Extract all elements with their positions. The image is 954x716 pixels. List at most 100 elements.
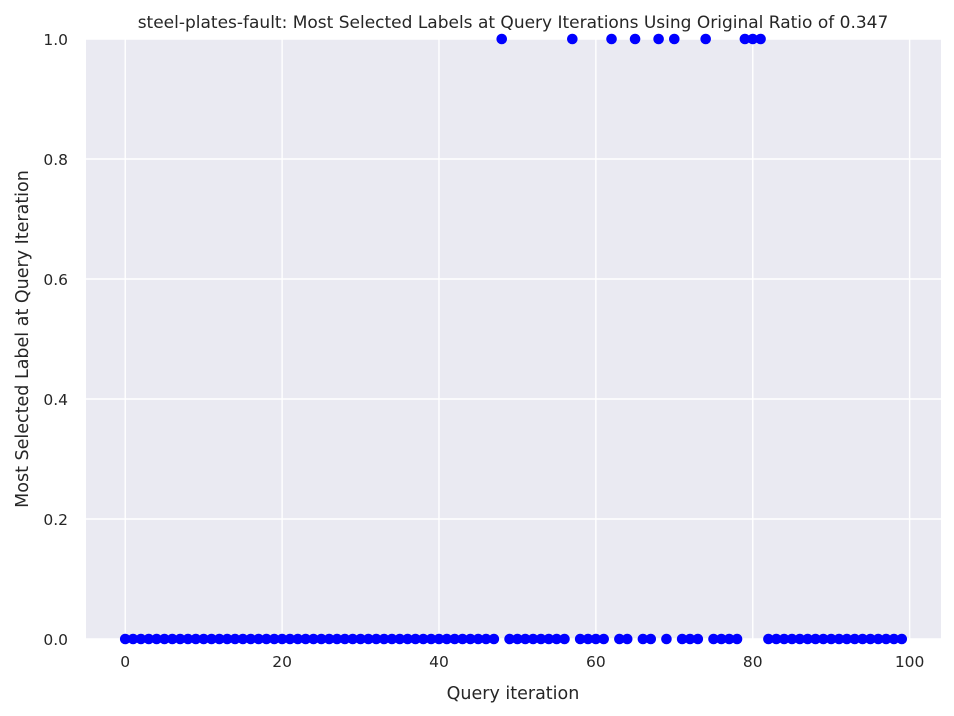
y-tick-label: 0.6 <box>43 271 68 289</box>
data-point <box>684 633 696 645</box>
data-point <box>378 633 390 645</box>
data-point <box>190 633 202 645</box>
data-point <box>316 633 327 645</box>
data-point <box>410 633 421 645</box>
data-point <box>802 633 813 645</box>
data-point <box>692 633 704 645</box>
data-point <box>512 633 523 645</box>
data-point <box>394 633 406 645</box>
data-point <box>174 633 186 645</box>
data-point <box>896 633 908 645</box>
data-point <box>731 633 743 645</box>
data-point <box>763 633 774 645</box>
x-tick-labels: 0 20 40 60 80 100 <box>120 653 924 671</box>
data-point <box>331 633 343 645</box>
y-tick-label: 0.2 <box>43 511 68 529</box>
data-point <box>386 633 398 645</box>
data-point <box>637 633 649 645</box>
data-point <box>370 633 382 645</box>
data-point <box>810 633 821 645</box>
data-point <box>402 633 413 645</box>
y-tick-labels: 0.0 0.2 0.4 0.6 0.8 1.0 <box>43 31 68 649</box>
data-point <box>151 633 162 645</box>
data-point <box>841 633 853 645</box>
data-points <box>119 33 908 645</box>
data-point <box>276 633 288 645</box>
chart-title: steel-plates-fault: Most Selected Labels… <box>138 13 889 33</box>
data-point <box>818 633 829 645</box>
data-point <box>488 633 500 645</box>
data-point <box>300 633 311 645</box>
plot-background <box>86 39 941 639</box>
data-point <box>755 33 766 45</box>
data-point <box>708 633 719 645</box>
data-point <box>465 633 476 645</box>
data-point <box>567 33 578 45</box>
data-point <box>221 633 233 645</box>
data-point <box>825 633 837 645</box>
data-point <box>669 33 680 45</box>
data-point <box>237 633 249 645</box>
data-point <box>723 633 735 645</box>
data-point <box>559 633 570 645</box>
data-point <box>716 633 727 645</box>
data-point <box>794 633 806 645</box>
data-point <box>119 633 131 645</box>
data-point <box>355 633 366 645</box>
data-point <box>519 633 531 645</box>
data-point <box>865 633 876 645</box>
data-point <box>166 633 178 645</box>
data-point <box>159 633 170 645</box>
data-point <box>849 633 861 645</box>
data-point <box>739 33 751 45</box>
data-point <box>433 633 445 645</box>
data-point <box>261 633 272 645</box>
data-point <box>872 633 884 645</box>
data-point <box>323 633 335 645</box>
x-tick-label: 40 <box>429 653 449 671</box>
data-point <box>770 633 782 645</box>
data-point <box>888 633 900 645</box>
data-point <box>457 633 468 645</box>
data-point <box>880 633 892 645</box>
x-tick-label: 100 <box>895 653 925 671</box>
data-point <box>590 633 602 645</box>
data-point <box>229 633 241 645</box>
data-point <box>535 633 547 645</box>
data-point <box>786 633 798 645</box>
data-point <box>833 633 845 645</box>
y-axis-label: Most Selected Label at Query Iteration <box>13 170 33 508</box>
data-point <box>143 633 155 645</box>
data-point <box>778 633 790 645</box>
data-point <box>614 633 625 645</box>
data-point <box>629 33 641 45</box>
data-point <box>551 633 562 645</box>
data-point <box>543 633 555 645</box>
data-point <box>857 633 868 645</box>
data-point <box>308 633 319 645</box>
data-point <box>127 633 139 645</box>
data-point <box>621 633 633 645</box>
x-tick-label: 80 <box>743 653 763 671</box>
data-point <box>582 633 594 645</box>
data-point <box>606 33 617 45</box>
data-point <box>425 633 437 645</box>
data-point <box>676 633 688 645</box>
data-point <box>747 33 759 45</box>
data-point <box>198 633 209 645</box>
data-point <box>253 633 264 645</box>
data-point <box>480 633 492 645</box>
x-axis-label: Query iteration <box>447 684 580 704</box>
data-point <box>214 633 225 645</box>
data-point <box>496 33 508 45</box>
x-tick-label: 0 <box>120 653 130 671</box>
data-point <box>472 633 484 645</box>
y-tick-label: 1.0 <box>43 31 68 49</box>
data-point <box>182 633 194 645</box>
data-point <box>441 633 453 645</box>
data-point <box>245 633 257 645</box>
data-point <box>284 633 296 645</box>
data-point <box>527 633 539 645</box>
y-tick-label: 0.4 <box>43 391 68 409</box>
